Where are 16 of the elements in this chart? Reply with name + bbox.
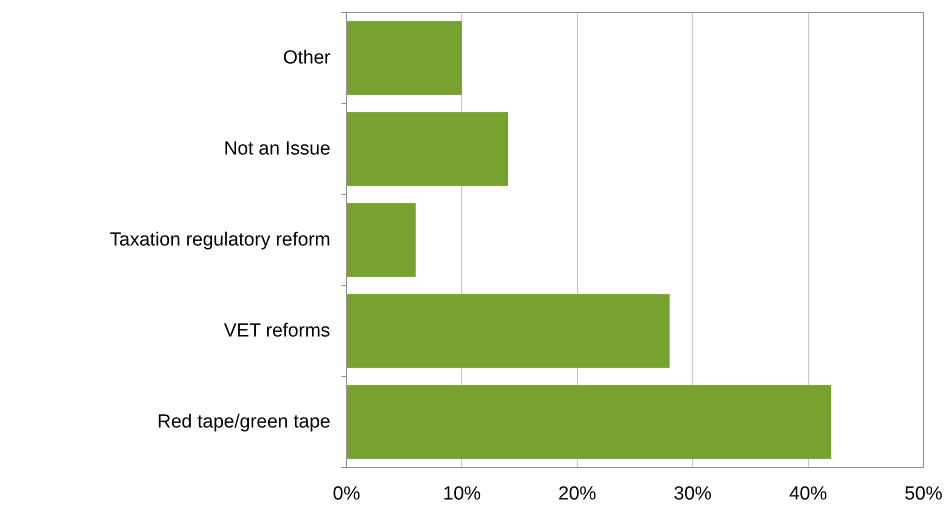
x-tick-label: 40% (789, 484, 828, 504)
x-tick-label: 0% (332, 484, 360, 504)
x-tick-label: 10% (442, 484, 482, 504)
y-tick-label: Not an Issue (224, 138, 330, 160)
y-tick-label: Other (282, 48, 332, 68)
bar (346, 203, 416, 277)
x-tick-label: 50% (904, 484, 943, 504)
bar (346, 294, 670, 368)
x-tick-label: 20% (558, 484, 596, 504)
y-tick-label: VET reforms (224, 320, 330, 342)
x-tick-label: 30% (674, 484, 712, 504)
bar (346, 21, 462, 95)
bar (346, 385, 832, 459)
bar (346, 112, 508, 186)
y-tick-label: Taxation regulatory reform (110, 230, 331, 250)
y-tick-label: Red tape/green tape (157, 412, 331, 432)
